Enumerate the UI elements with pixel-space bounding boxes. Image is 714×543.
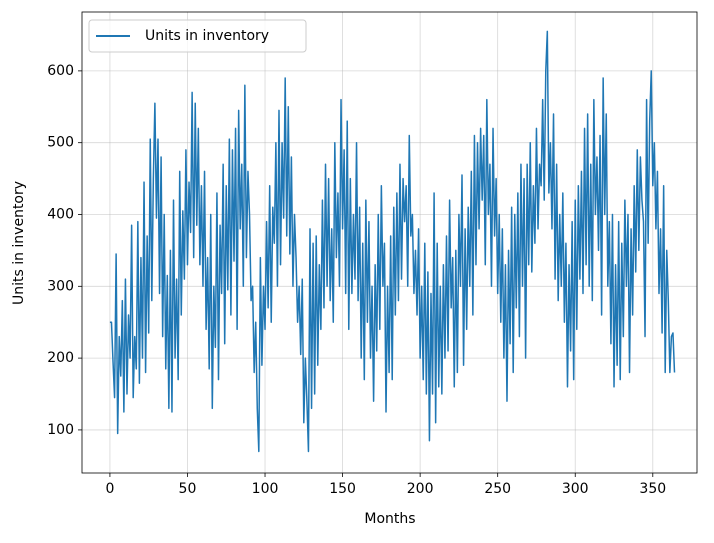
x-tick-label: 100 (252, 481, 279, 497)
y-tick-label: 100 (47, 422, 74, 438)
x-tick-label: 150 (329, 481, 356, 497)
x-tick-label: 0 (105, 481, 114, 497)
y-tick-label: 500 (47, 135, 74, 151)
plot-frame (81, 11, 698, 474)
x-tick-label: 250 (484, 481, 511, 497)
legend-label: Units in inventory (145, 28, 269, 44)
legend-box (88, 19, 307, 53)
x-tick-label: 300 (562, 481, 589, 497)
x-tick-label: 50 (179, 481, 197, 497)
x-tick-label: 200 (407, 481, 434, 497)
x-tick-label: 350 (639, 481, 666, 497)
legend: Units in inventory (88, 19, 307, 53)
y-tick-label: 200 (47, 350, 74, 366)
y-tick-label: 300 (47, 278, 74, 294)
y-tick-label: 600 (47, 63, 74, 79)
y-axis-label: Units in inventory (11, 181, 27, 305)
x-axis-label: Months (364, 511, 415, 527)
data-line (109, 30, 676, 453)
y-tick-label: 400 (47, 206, 74, 222)
